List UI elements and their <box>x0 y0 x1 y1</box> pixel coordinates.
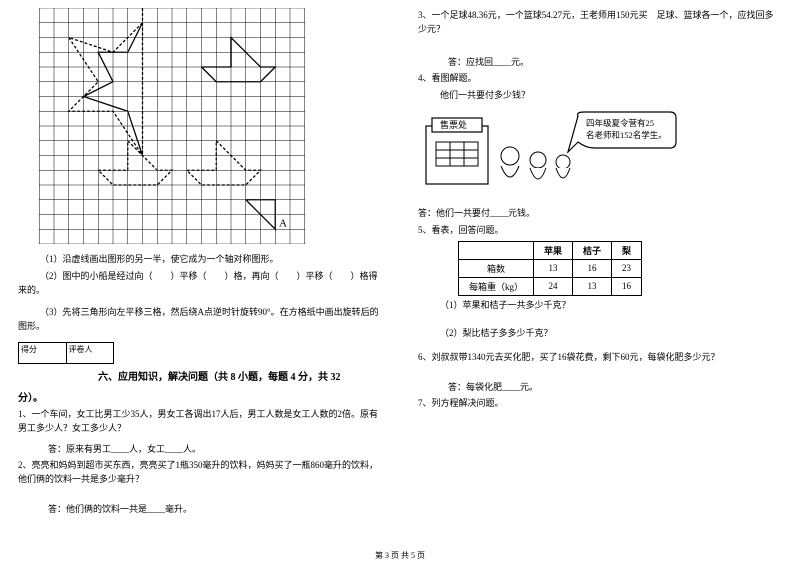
fruit-table: 苹果 桔子 梨 箱数 13 16 23 每箱重（kg） 24 13 16 <box>458 241 642 296</box>
q3: （3）先将三角形向左平移三格，然后绕A点逆时针旋转90°。在方格纸中画出旋转后的… <box>18 306 382 334</box>
answer-6: 答：每袋化肥____元。 <box>448 380 782 393</box>
problem-5: 5、看表，回答问题。 <box>418 224 782 238</box>
th-pear: 梨 <box>612 241 642 259</box>
ticket-illustration: 售票处 四年级夏令营有25 名老师和152名学生。 <box>418 108 678 198</box>
answer-1: 答：原来有男工____人，女工____人。 <box>48 442 382 455</box>
section6-title: 六、应用知识，解决问题（共 8 小题，每题 4 分，共 32 <box>98 368 382 383</box>
answer-3: 答：应找回____元。 <box>448 55 782 68</box>
bubble-line1: 四年级夏令营有25 <box>586 118 654 128</box>
q2: （2）图中的小船是经过向（ ）平移（ ）格，再向（ ）平移（ ）格得来的。 <box>18 270 382 298</box>
problem-4b: 他们一共要付多少钱？ <box>418 89 782 103</box>
answer-2: 答：他们俩的饮料一共是____毫升。 <box>48 502 382 515</box>
problem-7: 7、列方程解决问题。 <box>418 397 782 411</box>
table-row: 箱数 13 16 23 <box>459 259 642 277</box>
answer-4: 答：他们一共要付____元钱。 <box>418 207 782 221</box>
booth-sign: 售票处 <box>440 119 467 130</box>
left-column: {} A <box>0 0 400 540</box>
th-orange: 桔子 <box>573 241 612 259</box>
right-column: 3、一个足球48.36元，一个篮球54.27元，王老师用150元买 足球、篮球各… <box>400 0 800 540</box>
problem-3: 3、一个足球48.36元，一个篮球54.27元，王老师用150元买 足球、篮球各… <box>418 9 782 37</box>
score-label-b: 评卷人 <box>67 343 114 363</box>
label-A: A <box>279 217 287 229</box>
problem-5-q2: （2）梨比桔子多多少千克？ <box>418 327 782 341</box>
q1: （1）沿虚线画出图形的另一半，使它成为一个轴对称图形。 <box>18 253 382 267</box>
problem-4: 4、看图解题。 <box>418 72 782 86</box>
grid-figure: {} A <box>32 8 312 244</box>
problem-5-q1: （1）苹果和桔子一共多少千克？ <box>418 299 782 313</box>
problem-2: 2、亮亮和妈妈到超市买东西，亮亮买了1瓶350毫升的饮料，妈妈买了一瓶860毫升… <box>18 459 382 487</box>
bubble-line2: 名老师和152名学生。 <box>586 130 667 140</box>
th-blank <box>459 241 534 259</box>
page-footer: 第 3 页 共 5 页 <box>0 550 800 561</box>
th-apple: 苹果 <box>534 241 573 259</box>
score-label-a: 得分 <box>19 343 67 363</box>
problem-6: 6、刘叔叔带1340元去买化肥，买了16袋花费，剩下60元，每袋化肥多少元？ <box>418 351 782 365</box>
table-row: 每箱重（kg） 24 13 16 <box>459 277 642 295</box>
section6-tail: 分）。 <box>18 389 382 404</box>
problem-1: 1、一个车间，女工比男工少35人，男女工各调出17人后，男工人数是女工人数的2倍… <box>18 408 382 436</box>
score-box: 得分 评卷人 <box>18 342 114 364</box>
